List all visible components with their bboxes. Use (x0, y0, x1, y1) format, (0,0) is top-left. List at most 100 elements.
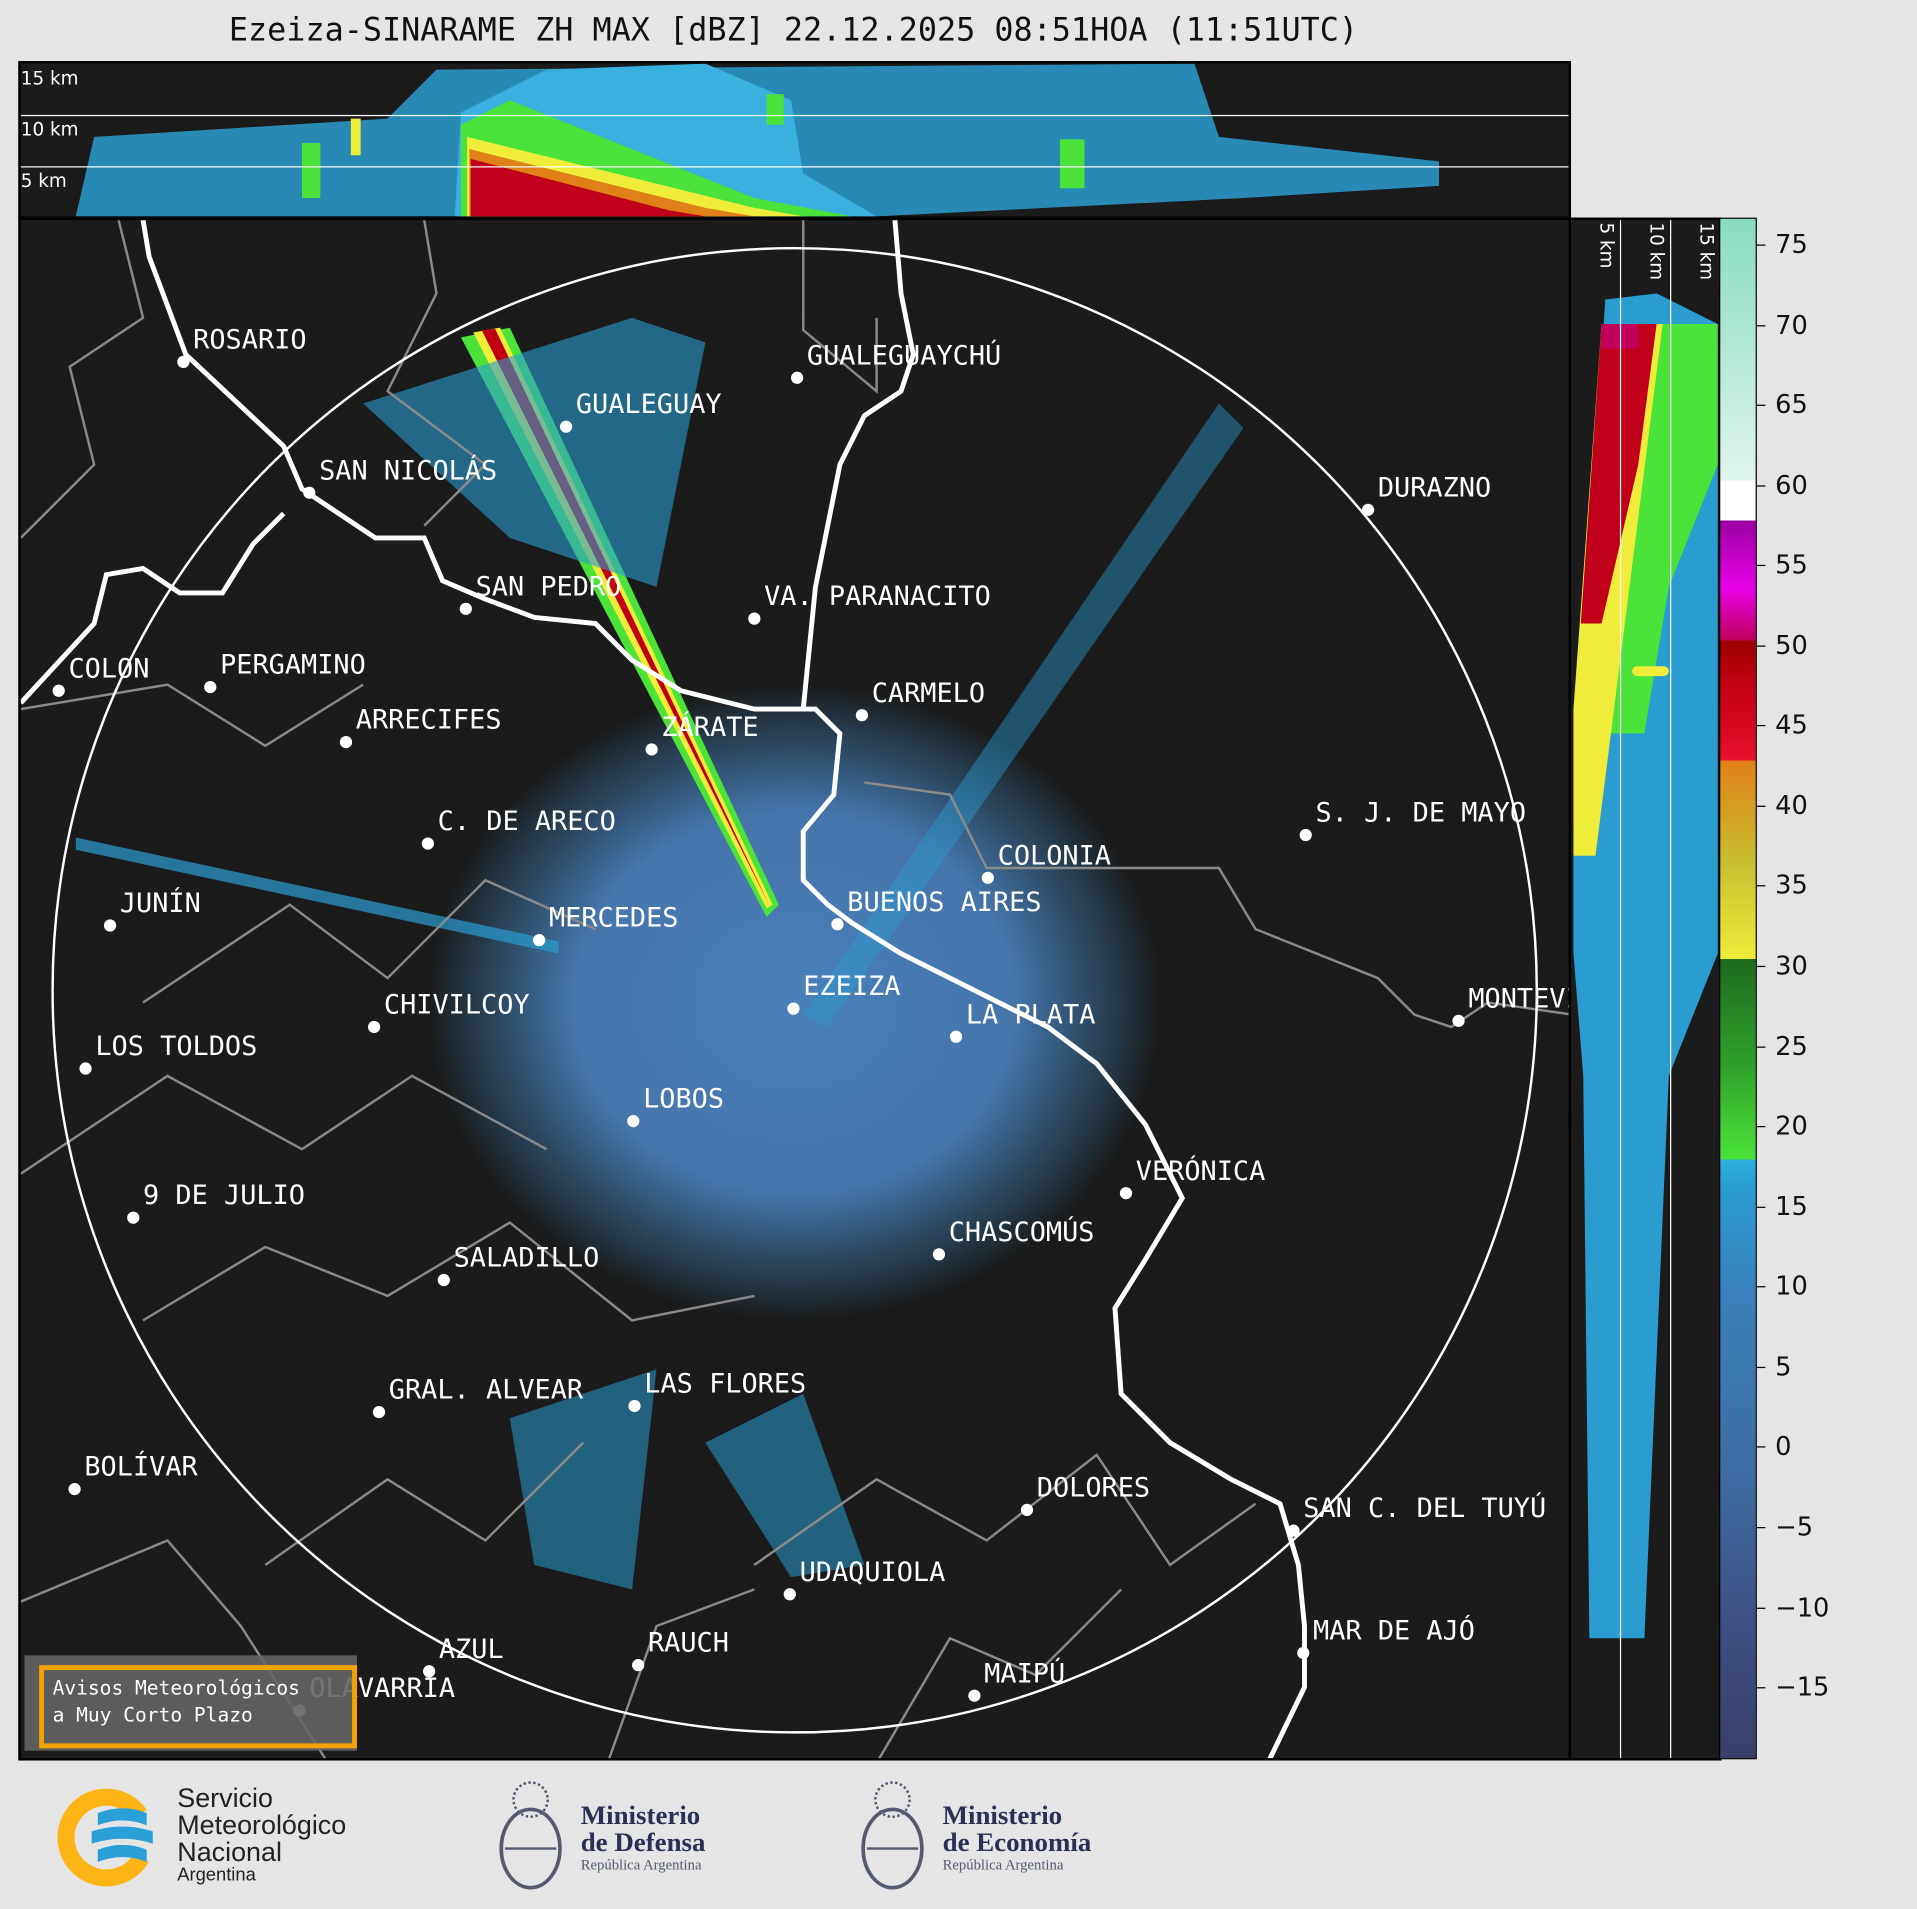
colorbar-tick-label: 50 (1775, 630, 1808, 660)
city-dot-icon (748, 612, 761, 625)
economia-line-2: de Economía (942, 1826, 1092, 1858)
city-label: GUALEGUAY (575, 390, 722, 421)
city-label: MAIPÚ (984, 1659, 1066, 1690)
colorbar-tick (1756, 1687, 1766, 1689)
city-dot-icon (787, 1002, 800, 1015)
colorbar-tick (1756, 244, 1766, 246)
city-dot-icon (627, 1114, 640, 1128)
city-label: MERCEDES (548, 903, 679, 935)
city-dot-icon (1287, 1524, 1300, 1537)
height-line-5km (20, 166, 1569, 168)
colorbar-tick (1756, 404, 1766, 407)
colorbar-tick (1756, 1126, 1766, 1128)
colorbar-tick-label: −5 (1775, 1512, 1814, 1542)
city-dot-icon (831, 918, 844, 931)
city-dot-icon (932, 1248, 946, 1261)
warning-line-2: a Muy Corto Plazo (52, 1703, 253, 1727)
city-dot-icon (204, 680, 217, 694)
colorbar-tick (1756, 1286, 1766, 1288)
city-dot-icon (1020, 1503, 1034, 1516)
city-dot-icon (1119, 1187, 1133, 1200)
side-cross-section: 5 km 10 km 15 km (1568, 217, 1722, 1761)
city-dot-icon (1452, 1014, 1465, 1027)
city-label: SAN NICOLÁS (319, 456, 498, 487)
colorbar-tick (1756, 565, 1766, 567)
colorbar-tick (1756, 1366, 1766, 1368)
colorbar-tick-label: 5 (1775, 1351, 1792, 1382)
colorbar-tick-label: 25 (1775, 1031, 1808, 1061)
colorbar-tick-label: 20 (1775, 1111, 1808, 1141)
city-label: DOLORES (1036, 1473, 1151, 1504)
city-label: LOBOS (643, 1084, 725, 1115)
colorbar-tick (1756, 1446, 1766, 1449)
colorbar-tick-label: −15 (1775, 1672, 1830, 1702)
radar-map: ROSARIO GUALEGUAYCHÚ GUALEGUAY SAN NICOLÁS D… (18, 217, 1572, 1761)
colorbar-tick (1756, 324, 1766, 326)
defensa-line-1: Ministerio (580, 1799, 701, 1831)
city-label: JUNÍN (119, 888, 201, 920)
coat-of-arms-icon (861, 1781, 924, 1890)
city-label: CHIVILCOY (383, 990, 530, 1021)
economia-line-3: República Argentina (942, 1855, 1064, 1873)
colorbar-tick-label: 10 (1775, 1271, 1808, 1302)
colorbar-tick-label: 60 (1775, 470, 1808, 500)
city-dot-icon (437, 1273, 450, 1287)
city-dot-icon (79, 1062, 92, 1075)
city-label: LAS FLORES (644, 1369, 807, 1400)
city-dot-icon (103, 919, 117, 932)
economia-line-1: Ministerio (942, 1799, 1063, 1831)
city-label: S. J. DE MAYO (1315, 798, 1527, 829)
city-dot-icon (459, 602, 472, 615)
city-dot-icon (628, 1399, 641, 1413)
height-label-15km: 15 km (1695, 222, 1718, 281)
side-echo (1573, 293, 1718, 1639)
top-echo (75, 63, 1439, 217)
range-ring (51, 246, 1539, 1734)
colorbar-tick (1756, 1607, 1766, 1609)
city-label: ARRECIFES (355, 705, 502, 736)
colorbar (1718, 217, 1757, 1760)
city-dot-icon (632, 1659, 645, 1672)
smn-line-4: Argentina (177, 1864, 256, 1886)
colorbar-tick-label: 40 (1775, 790, 1808, 821)
city-dot-icon (783, 1588, 796, 1601)
height-line-10km (1670, 220, 1672, 1759)
city-label: EZEIZA (803, 971, 901, 1003)
city-dot-icon (855, 709, 869, 722)
city-dot-icon (1297, 1646, 1310, 1660)
city-label: GRAL. ALVEAR (388, 1375, 584, 1406)
city-label: SALADILLO (453, 1243, 600, 1274)
colorbar-tick (1756, 805, 1766, 807)
city-dot-icon (968, 1689, 981, 1702)
city-dot-icon (1361, 503, 1375, 516)
city-dot-icon (372, 1405, 386, 1419)
city-dot-icon (645, 743, 658, 756)
city-label: COLON (68, 654, 150, 685)
warning-link[interactable]: Avisos Meteorológicos a Muy Corto Plazo (39, 1665, 357, 1749)
warning-line-1: Avisos Meteorológicos (52, 1676, 300, 1700)
warning-box[interactable]: Avisos Meteorológicos a Muy Corto Plazo (24, 1655, 357, 1751)
city-dot-icon (339, 735, 353, 749)
colorbar-tick (1756, 1206, 1766, 1208)
city-dot-icon (423, 1665, 436, 1678)
colorbar-tick-label: 70 (1775, 309, 1808, 340)
city-label: BOLÍVAR (84, 1452, 198, 1483)
colorbar-tick (1756, 965, 1766, 968)
economia-logo: Ministerio de Economía República Argenti… (855, 1773, 1136, 1901)
city-label: RAUCH (647, 1628, 729, 1660)
city-dot-icon (303, 486, 316, 499)
colorbar-tick-label: 30 (1775, 951, 1808, 981)
river-uruguay (800, 220, 916, 710)
city-dot-icon (127, 1211, 140, 1224)
city-label: C. DE ARECO (437, 806, 616, 838)
height-line-10km (20, 114, 1569, 117)
defensa-line-3: República Argentina (580, 1855, 702, 1873)
city-dot-icon (981, 871, 994, 884)
city-label: LOS TOLDOS (95, 1031, 258, 1063)
city-label: ROSARIO (193, 325, 307, 356)
city-dot-icon (533, 934, 546, 947)
colorbar-tick-label: 15 (1775, 1191, 1808, 1222)
city-label: COLONIA (997, 841, 1111, 872)
top-cross-section: 15 km 10 km 5 km (18, 61, 1572, 219)
